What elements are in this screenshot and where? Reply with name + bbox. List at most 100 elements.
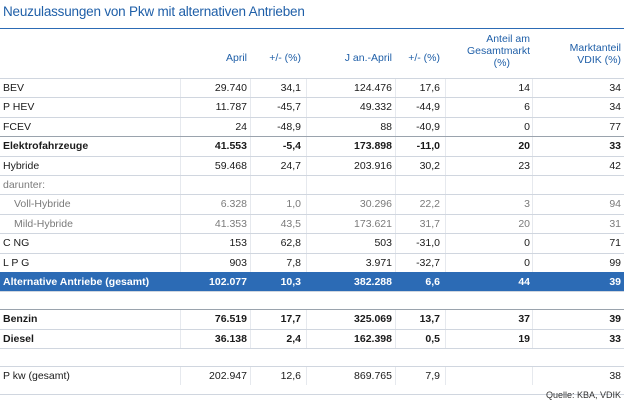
column-separator	[445, 234, 446, 253]
table-row: FCEV 24 -48,9 88 -40,9 0 77	[0, 116, 624, 137]
cell-ch2: -40,9	[416, 120, 440, 133]
cell-ch2: -11,0	[416, 140, 440, 153]
header-change-april: +/- (%)	[269, 52, 301, 64]
cell-anteil: 23	[518, 159, 530, 172]
cell-label: BEV	[3, 82, 25, 94]
column-separator	[395, 214, 396, 234]
spacer-row	[0, 348, 624, 366]
cell-markt: 94	[609, 198, 621, 211]
cell-ch1: 34,1	[280, 82, 301, 94]
column-separator	[532, 214, 533, 234]
column-separator	[532, 137, 533, 156]
column-separator	[250, 329, 251, 349]
cell-jan: 382.288	[354, 275, 392, 288]
spacer-row	[0, 291, 624, 309]
column-separator	[445, 175, 446, 195]
column-separator	[306, 234, 307, 253]
cell-label: Elektrofahrzeuge	[3, 140, 89, 153]
column-separator	[306, 117, 307, 137]
table-row: Benzin 76.519 17,7 325.069 13,7 37 39	[0, 309, 624, 329]
cell-label: darunter:	[3, 178, 46, 191]
table-row: P HEV 11.787 -45,7 49.332 -44,9 6 34	[0, 97, 624, 117]
column-separator	[306, 329, 307, 349]
cell-ch1: 12,6	[280, 370, 301, 383]
cell-ch1: 43,5	[280, 217, 301, 230]
cell-ch1: -48,9	[277, 120, 301, 133]
cell-markt: 39	[609, 275, 621, 288]
column-separator	[395, 253, 396, 272]
column-separator	[180, 79, 181, 98]
table-row: Alternative Antriebe (gesamt) 102.077 10,3…	[0, 271, 624, 292]
cell-ch1: -5,4	[282, 140, 301, 153]
cell-ch2: 31,7	[419, 217, 440, 230]
source-note: Quelle: KBA, VDIK	[545, 390, 621, 400]
column-separator	[250, 310, 251, 329]
cell-april: 903	[229, 256, 247, 269]
column-separator	[532, 79, 533, 98]
column-separator	[445, 253, 446, 272]
column-separator	[395, 117, 396, 137]
column-separator	[395, 79, 396, 98]
cell-label: FCEV	[3, 120, 32, 133]
cell-ch2: 17,6	[419, 82, 440, 94]
cell-anteil: 0	[524, 256, 530, 269]
column-separator	[250, 98, 251, 117]
data-table: BEV 29.740 34,1 124.476 17,6 14 34 P HEV 11.787 -…	[0, 78, 624, 386]
cell-jan: 503	[374, 237, 392, 250]
header-markt-line1: Marktanteil	[569, 42, 621, 54]
cell-jan: 3.971	[365, 256, 392, 269]
header-april: April	[225, 52, 247, 64]
table-row: Voll-Hybride 6.328 1,0 30.296 22,2 3 94	[0, 194, 624, 214]
cell-ch2: 13,7	[419, 313, 440, 326]
cell-ch2: 30,2	[419, 159, 440, 172]
column-separator	[445, 98, 446, 117]
header-anteil-line3: (%)	[493, 57, 510, 69]
cell-anteil: 37	[518, 313, 530, 326]
column-separator	[250, 117, 251, 137]
column-separator	[532, 195, 533, 214]
column-separator	[306, 195, 307, 214]
table-row: P kw (gesamt) 202.947 12,6 869.765 7,9 38	[0, 366, 624, 386]
cell-label: C NG	[3, 237, 30, 250]
column-separator	[250, 367, 251, 386]
cell-jan: 203.916	[354, 159, 392, 172]
column-separator	[180, 310, 181, 329]
column-separator	[532, 234, 533, 253]
column-separator	[180, 253, 181, 272]
column-separator	[250, 234, 251, 253]
table-row: Elektrofahrzeuge 41.553 -5,4 173.898 -11,0 20…	[0, 136, 624, 156]
cell-anteil: 0	[524, 237, 530, 250]
column-separator	[532, 156, 533, 175]
header-jan-april: J an.-April	[344, 52, 392, 64]
column-separator	[395, 156, 396, 175]
column-separator	[445, 79, 446, 98]
column-separator	[180, 117, 181, 137]
column-separator	[306, 79, 307, 98]
column-separator	[250, 195, 251, 214]
column-separator	[445, 156, 446, 175]
column-separator	[306, 175, 307, 195]
table-title: Neuzulassungen von Pkw mit alternativen …	[3, 4, 305, 19]
column-separator	[445, 310, 446, 329]
table-row: Diesel 36.138 2,4 162.398 0,5 19 33	[0, 328, 624, 349]
cell-april: 76.519	[214, 313, 247, 326]
column-separator	[395, 367, 396, 386]
cell-ch2: 7,9	[425, 370, 440, 383]
cell-markt: 71	[609, 237, 621, 250]
cell-ch2: -32,7	[416, 256, 440, 269]
cell-ch2: 22,2	[419, 198, 440, 211]
column-separator	[306, 310, 307, 329]
cell-ch2: -31,0	[416, 237, 440, 250]
cell-markt: 33	[609, 332, 621, 345]
cell-ch1: 2,4	[286, 332, 301, 345]
column-separator	[250, 175, 251, 195]
table-row: L P G 903 7,8 3.971 -32,7 0 99	[0, 252, 624, 272]
column-separator	[395, 310, 396, 329]
cell-jan: 173.898	[354, 140, 392, 153]
column-separator	[445, 117, 446, 137]
cell-ch1: 24,7	[280, 159, 301, 172]
cell-markt: 34	[609, 82, 621, 94]
cell-label: Voll-Hybride	[14, 198, 71, 211]
cell-anteil: 20	[518, 217, 530, 230]
cell-anteil: 44	[518, 275, 530, 288]
